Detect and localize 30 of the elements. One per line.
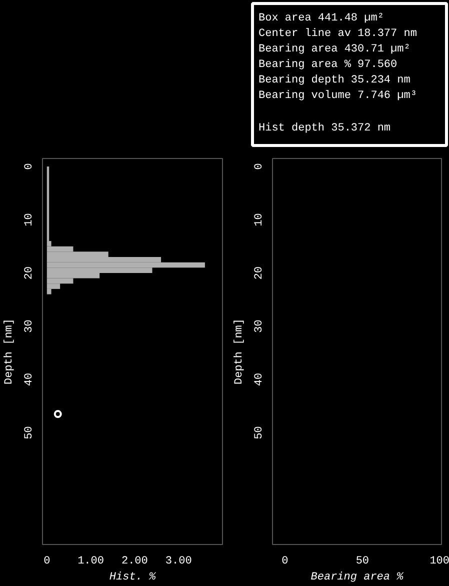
- x-tick-label: 50: [356, 556, 370, 568]
- text: Center line av 18.377 nm: [258, 28, 418, 40]
- text: Hist depth 35.372 nm: [258, 122, 391, 134]
- text: Bearing volume 7.746 µm³: [258, 90, 417, 102]
- text: Box area 441.48 µm²: [258, 12, 384, 24]
- y-tick-label: 0: [254, 163, 266, 170]
- x-tick-label: 2.00: [121, 556, 148, 568]
- y-tick-label: 40: [24, 372, 36, 386]
- y-tick-label: 20: [254, 266, 266, 280]
- x-tick-label: 0: [44, 556, 50, 568]
- x-axis-title: Bearing area %: [310, 572, 405, 584]
- text: Bearing depth 35.234 nm: [258, 74, 411, 86]
- y-tick-label: 50: [24, 426, 36, 440]
- y-tick-label: 50: [254, 426, 266, 440]
- y-tick-label: 0: [24, 163, 36, 170]
- x-axis-title: Hist. %: [109, 572, 158, 584]
- y-tick-label: 40: [254, 372, 266, 386]
- y-tick-label: 20: [24, 266, 36, 280]
- y-axis-title: Depth [nm]: [4, 318, 16, 385]
- y-tick-label: 10: [24, 213, 36, 226]
- x-tick-label: 100: [430, 556, 449, 568]
- x-tick-label: 1.00: [78, 556, 104, 568]
- x-tick-label: 3.00: [165, 556, 192, 568]
- y-tick-label: 10: [254, 213, 266, 226]
- x-tick-label: 0: [282, 556, 288, 568]
- y-tick-label: 30: [24, 320, 36, 333]
- y-tick-label: 30: [254, 320, 266, 333]
- text: Bearing area 430.71 µm²: [258, 44, 410, 56]
- text: Bearing area % 97.560: [258, 59, 398, 71]
- y-axis-title: Depth [nm]: [234, 318, 246, 385]
